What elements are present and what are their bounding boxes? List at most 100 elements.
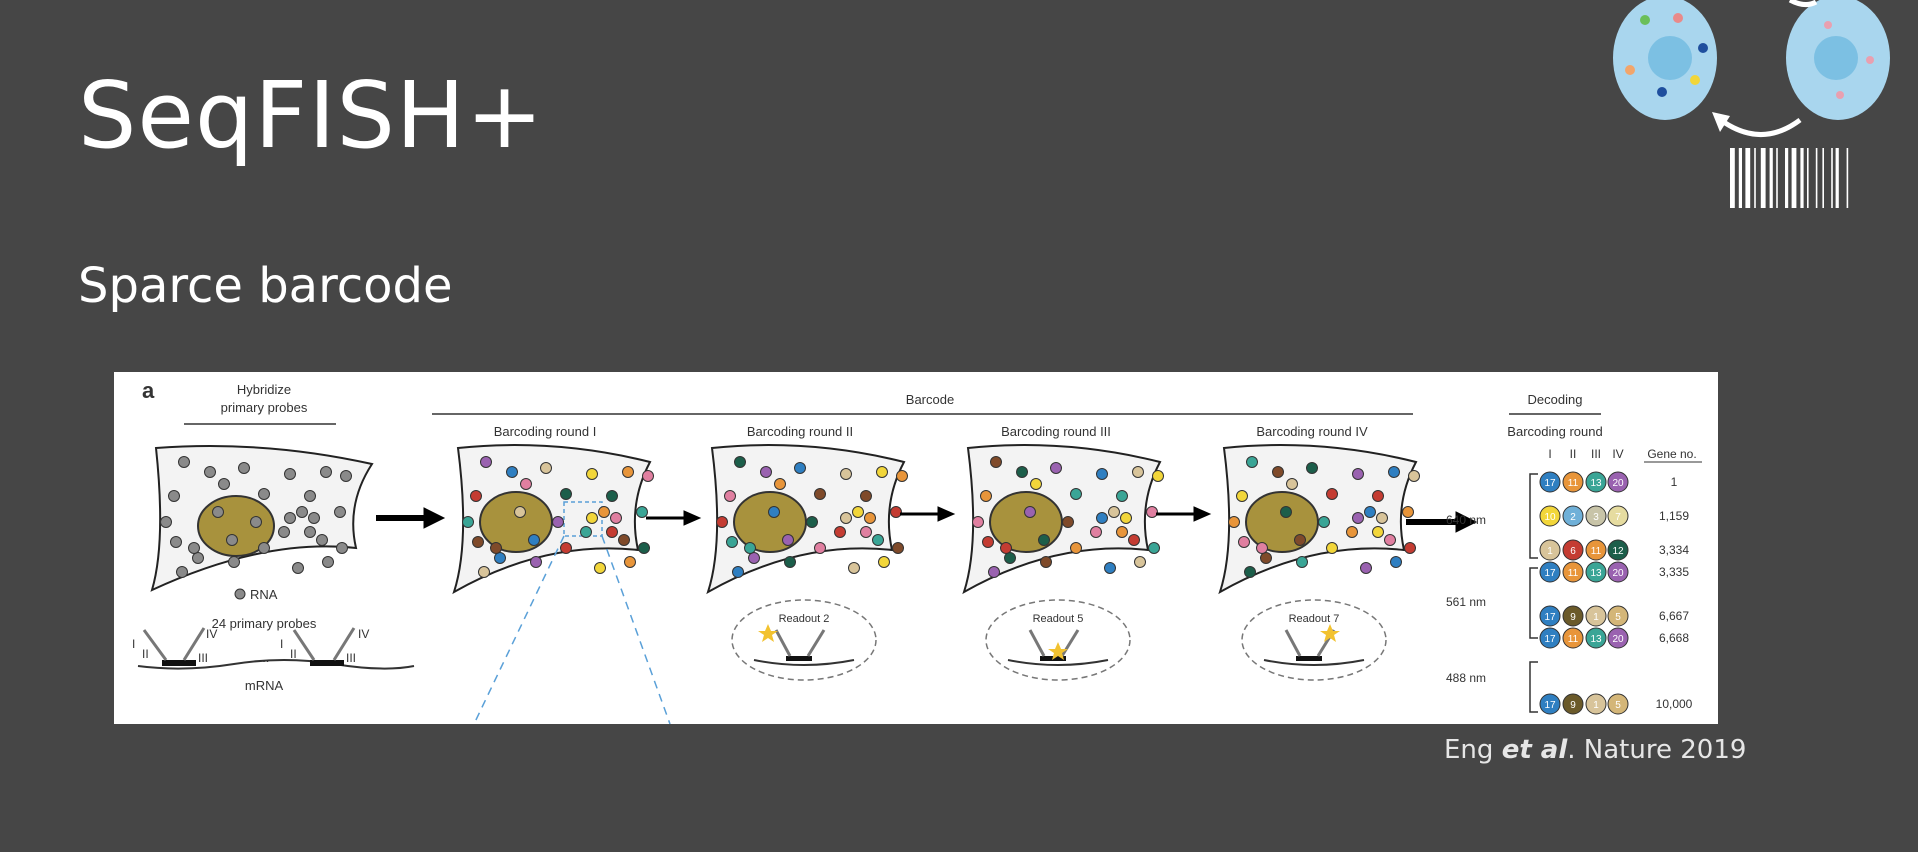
decoding-code-circle bbox=[1585, 471, 1607, 493]
decoding-code-label: 10 bbox=[1544, 512, 1556, 523]
decoding-code-label: 17 bbox=[1544, 634, 1556, 645]
barcode-dot bbox=[726, 536, 738, 548]
decoding-code-circle bbox=[1539, 627, 1561, 649]
decoding-code-circle bbox=[1539, 471, 1561, 493]
slide-subtitle: Sparce barcode bbox=[78, 258, 453, 314]
rna-dot bbox=[304, 526, 316, 538]
barcode-dot bbox=[1148, 542, 1160, 554]
barcode-dot bbox=[1090, 526, 1102, 538]
rna-dot bbox=[304, 490, 316, 502]
barcode-dot bbox=[1050, 462, 1062, 474]
barcode-dot bbox=[1352, 512, 1364, 524]
citation-authors: Eng bbox=[1444, 735, 1494, 765]
barcode-dot bbox=[1132, 466, 1144, 478]
barcode-dot bbox=[1390, 556, 1402, 568]
seqfish-figure: a Hybridize primary probes Barcode Decod… bbox=[114, 372, 1718, 724]
barcode-dot bbox=[1280, 506, 1292, 518]
barcode-dot bbox=[890, 506, 902, 518]
gene-number: 1,159 bbox=[1659, 509, 1689, 523]
probe-roman-3: III bbox=[198, 651, 208, 665]
decoding-code-label: 6 bbox=[1570, 546, 1576, 557]
barcode-dot bbox=[1364, 506, 1376, 518]
decoding-code-circle bbox=[1562, 627, 1584, 649]
barcode-dot bbox=[1030, 478, 1042, 490]
barcode-dot bbox=[478, 566, 490, 578]
barcode-dot bbox=[1038, 534, 1050, 546]
decoding-code-circle bbox=[1562, 693, 1584, 715]
probe-roman-3b: III bbox=[346, 651, 356, 665]
barcode-dot bbox=[1246, 456, 1258, 468]
barcode-dot bbox=[1318, 516, 1330, 528]
barcode-dot bbox=[1384, 534, 1396, 546]
barcode-dot bbox=[892, 542, 904, 554]
decoding-code-label: 12 bbox=[1612, 546, 1624, 557]
barcode-dot bbox=[1016, 466, 1028, 478]
barcode-dot bbox=[806, 516, 818, 528]
barcode-dot bbox=[872, 534, 884, 546]
rna-dot bbox=[278, 526, 290, 538]
rna-dot bbox=[322, 556, 334, 568]
barcode-dot bbox=[470, 490, 482, 502]
barcode-dot bbox=[624, 556, 636, 568]
mrna-label: mRNA bbox=[245, 678, 284, 693]
rna-dot bbox=[320, 466, 332, 478]
barcode-dot bbox=[744, 542, 756, 554]
rna-dot bbox=[188, 542, 200, 554]
decoding-code-label: 9 bbox=[1570, 700, 1576, 711]
barcode-dot bbox=[506, 466, 518, 478]
decoding-code-circle bbox=[1562, 605, 1584, 627]
probe-roman-1: I bbox=[132, 637, 135, 651]
decoding-code-label: 2 bbox=[1570, 512, 1576, 523]
barcode-dot bbox=[814, 488, 826, 500]
channel-561: 561 nm bbox=[1446, 595, 1486, 609]
barcode-dot bbox=[1152, 470, 1164, 482]
rna-dot bbox=[258, 542, 270, 554]
decoding-code-circle bbox=[1539, 505, 1561, 527]
barcode-dot bbox=[768, 506, 780, 518]
barcode-dot bbox=[618, 534, 630, 546]
barcode-dot bbox=[472, 536, 484, 548]
decoding-code-label: 13 bbox=[1590, 478, 1602, 489]
gene-number: 3,335 bbox=[1659, 565, 1689, 579]
readout-7-label: Readout 7 bbox=[1289, 613, 1340, 625]
barcode-dot bbox=[1024, 506, 1036, 518]
decoding-code-label: 20 bbox=[1612, 634, 1624, 645]
decoding-code-circle bbox=[1585, 561, 1607, 583]
barcode-dot bbox=[876, 466, 888, 478]
flow-arrows bbox=[376, 506, 1478, 533]
decoding-code-label: 11 bbox=[1591, 546, 1602, 557]
barcode-dot bbox=[514, 506, 526, 518]
decoding-code-circle bbox=[1607, 693, 1629, 715]
readout-round-4: Readout 7 bbox=[1241, 599, 1387, 681]
barcode-dot bbox=[1236, 490, 1248, 502]
barcode-dot bbox=[480, 456, 492, 468]
decoding-code-circle bbox=[1607, 627, 1629, 649]
rna-dot bbox=[168, 490, 180, 502]
barcode-dot bbox=[848, 562, 860, 574]
decoding-code-label: 1 bbox=[1593, 612, 1599, 623]
barcode-dot bbox=[748, 552, 760, 564]
barcode-dot bbox=[1108, 506, 1120, 518]
decoding-code-circle bbox=[1562, 471, 1584, 493]
rna-dot bbox=[212, 506, 224, 518]
decoding-code-circle bbox=[1562, 539, 1584, 561]
decoding-roman-3: III bbox=[1591, 447, 1601, 461]
decoding-code-circle bbox=[1607, 471, 1629, 493]
probe-roman-4: IV bbox=[206, 627, 217, 641]
barcode-dot bbox=[560, 488, 572, 500]
decoding-code-label: 11 bbox=[1568, 634, 1579, 645]
barcode-dot bbox=[580, 526, 592, 538]
rna-dot bbox=[226, 534, 238, 546]
barcode-dot bbox=[528, 534, 540, 546]
rna-dot bbox=[170, 536, 182, 548]
rna-dot bbox=[250, 516, 262, 528]
barcode-dot bbox=[1146, 506, 1158, 518]
barcode-dot bbox=[1062, 516, 1074, 528]
citation-rest: . Nature 2019 bbox=[1567, 735, 1747, 765]
barcode-dot bbox=[732, 566, 744, 578]
gene-header: Gene no. bbox=[1647, 447, 1696, 461]
barcode-header: Barcode bbox=[906, 392, 954, 407]
rna-dot bbox=[228, 556, 240, 568]
readout-5-label: Readout 5 bbox=[1033, 613, 1084, 625]
decoding-code-circle bbox=[1585, 539, 1607, 561]
